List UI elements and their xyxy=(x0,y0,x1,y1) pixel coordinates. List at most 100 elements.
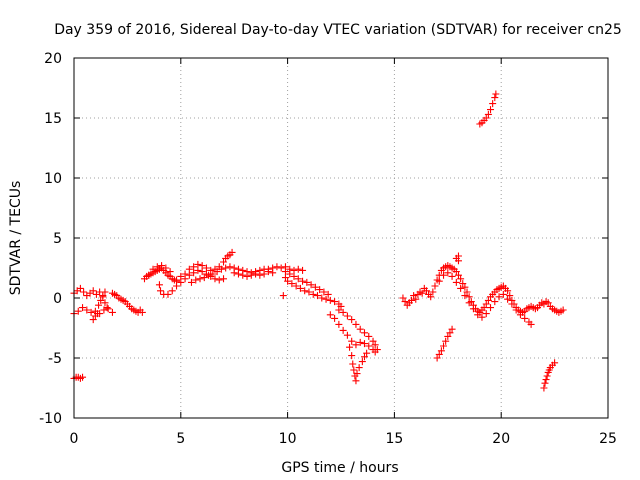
data-point xyxy=(324,290,332,298)
data-point xyxy=(166,268,174,276)
segment-6 xyxy=(433,325,456,362)
data-point xyxy=(215,276,223,284)
x-tick-label: 25 xyxy=(599,431,617,447)
data-point xyxy=(431,282,439,290)
data-point xyxy=(492,90,500,98)
data-point xyxy=(457,284,465,292)
segment-2b xyxy=(145,262,174,279)
segment-3b xyxy=(281,268,332,298)
data-point xyxy=(371,341,379,349)
data-point xyxy=(461,283,469,291)
data-point xyxy=(401,298,409,306)
data-point xyxy=(491,94,499,102)
data-point xyxy=(185,265,193,273)
data-point xyxy=(446,329,454,337)
data-point xyxy=(516,311,524,319)
data-point xyxy=(363,349,371,357)
data-point xyxy=(352,377,360,385)
data-point xyxy=(457,275,465,283)
data-point xyxy=(474,311,482,319)
segment-5c xyxy=(452,252,462,265)
data-point xyxy=(190,263,198,271)
data-point xyxy=(444,332,452,340)
data-point xyxy=(260,270,268,278)
data-point xyxy=(356,338,364,346)
data-point xyxy=(309,290,317,298)
grid-lines xyxy=(74,58,608,418)
data-point xyxy=(322,295,330,303)
data-point xyxy=(465,299,473,307)
data-point xyxy=(487,304,495,312)
data-point xyxy=(200,274,208,282)
data-point xyxy=(491,298,499,306)
segment-8 xyxy=(540,359,559,392)
data-point xyxy=(222,264,230,272)
data-point xyxy=(209,270,217,278)
data-point xyxy=(194,266,202,274)
data-point xyxy=(168,287,176,295)
data-point xyxy=(316,286,324,294)
data-point xyxy=(157,287,165,295)
data-point xyxy=(429,288,437,296)
axis-ticks xyxy=(73,57,609,419)
data-point xyxy=(185,271,193,279)
data-point xyxy=(226,263,234,271)
data-point xyxy=(348,352,356,360)
data-point xyxy=(504,295,512,303)
data-points xyxy=(70,90,567,392)
data-point xyxy=(559,306,567,314)
data-point xyxy=(331,314,339,322)
segment-0b xyxy=(70,304,116,318)
segment-2f xyxy=(230,268,277,280)
data-point xyxy=(303,278,311,286)
data-point xyxy=(234,270,242,278)
data-point xyxy=(198,262,206,270)
x-axis-label: GPS time / hours xyxy=(281,460,398,476)
data-point xyxy=(440,342,448,350)
y-tick-label: 5 xyxy=(53,231,62,247)
x-tick-label: 5 xyxy=(176,431,185,447)
data-point xyxy=(521,314,529,322)
data-point xyxy=(365,332,373,340)
segment-4b xyxy=(335,306,381,354)
data-point xyxy=(331,298,339,306)
data-point xyxy=(314,292,322,300)
data-point xyxy=(352,320,360,328)
data-point xyxy=(243,272,251,280)
data-point xyxy=(301,287,309,295)
data-point xyxy=(213,268,221,276)
data-point xyxy=(348,316,356,324)
data-point xyxy=(412,295,420,303)
data-point xyxy=(87,308,95,316)
y-tick-label: -5 xyxy=(48,351,62,367)
data-point xyxy=(299,266,307,274)
data-point xyxy=(76,284,84,292)
data-point xyxy=(355,364,363,372)
segment-0d xyxy=(70,373,87,382)
data-point xyxy=(478,313,486,321)
data-point xyxy=(192,276,200,284)
data-point xyxy=(504,287,512,295)
data-point xyxy=(482,114,490,122)
data-point xyxy=(307,281,315,289)
data-point xyxy=(89,287,97,295)
segment-7 xyxy=(476,90,500,128)
data-point xyxy=(288,280,296,288)
data-point xyxy=(487,106,495,114)
segment-3 xyxy=(279,274,345,310)
data-point xyxy=(339,326,347,334)
data-point xyxy=(164,290,172,298)
data-point xyxy=(499,290,507,298)
data-point xyxy=(407,296,415,304)
data-point xyxy=(290,272,298,280)
data-point xyxy=(448,325,456,333)
data-point xyxy=(230,269,238,277)
segment-5b xyxy=(435,269,535,328)
data-point xyxy=(465,293,473,301)
data-point xyxy=(108,308,116,316)
data-point xyxy=(207,266,215,274)
data-point xyxy=(97,296,105,304)
data-point xyxy=(512,306,520,314)
data-point xyxy=(101,299,109,307)
data-point xyxy=(281,268,289,276)
